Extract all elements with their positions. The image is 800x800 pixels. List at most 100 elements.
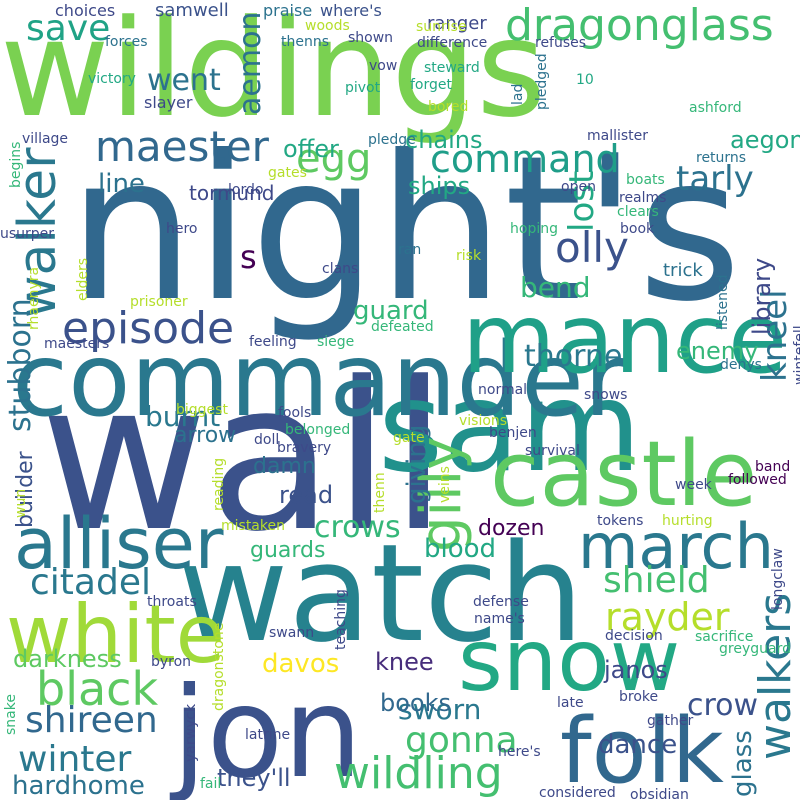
word-byron: byron: [151, 654, 191, 670]
word-village: village: [22, 131, 68, 147]
word-risk: risk: [456, 248, 482, 264]
word-broke: broke: [619, 689, 658, 705]
word-save: save: [26, 8, 110, 49]
word-black: black: [36, 662, 158, 716]
word-march: march: [578, 510, 774, 583]
word-dragonglass: dragonglass: [505, 0, 774, 51]
word-shield: shield: [603, 560, 710, 601]
word-chains: chains: [405, 126, 483, 154]
word-thenn: thenn: [372, 472, 388, 513]
word-burnt: burnt: [145, 400, 220, 433]
word-arrow: arrow: [174, 423, 236, 448]
word-visions: visions: [459, 413, 507, 429]
word-snake: snake: [3, 694, 19, 735]
word-siege: siege: [317, 334, 354, 350]
word-dozen: dozen: [478, 516, 544, 541]
word-wildling: wildling: [334, 748, 503, 799]
word-library: library: [748, 258, 776, 335]
word-slayer: slayer: [144, 93, 193, 112]
word-bored: bored: [428, 99, 468, 115]
word-aemon: aemon: [233, 12, 268, 115]
word-decision: decision: [605, 628, 663, 644]
word-pledged: pledged: [534, 53, 550, 110]
word-giving: giving: [402, 425, 432, 504]
word-swann: swann: [269, 625, 314, 641]
word-tarly: tarly: [676, 159, 754, 199]
word-biggest: biggest: [176, 402, 228, 418]
word-band: band: [755, 459, 790, 475]
word-white: white: [6, 588, 225, 681]
word-throats: throats: [147, 594, 197, 610]
word-dance: dance: [598, 730, 677, 760]
word-davos: davos: [262, 649, 339, 679]
word-hardhome: hardhome: [12, 771, 145, 800]
word-dragonstone: dragonstone: [211, 623, 227, 711]
word-walker: walker: [8, 147, 68, 318]
word-longclaw: longclaw: [770, 548, 786, 610]
word-damn: damn: [253, 454, 316, 479]
word-steward: steward: [424, 60, 480, 76]
word-praise: praise: [263, 1, 312, 20]
word-feeling: feeling: [249, 334, 297, 350]
word-builder: builder: [13, 450, 38, 528]
word-offer: offer: [283, 135, 339, 163]
word-shown: shown: [348, 30, 393, 46]
word-elders: elders: [75, 258, 91, 301]
word-s: s: [240, 238, 257, 276]
word-gate: gate: [393, 430, 425, 446]
word-citadel: citadel: [30, 562, 151, 603]
word-kneel: kneel: [755, 289, 795, 382]
word-mallister: mallister: [587, 128, 648, 144]
word-veins: veins: [437, 466, 453, 503]
word-wall: wall: [40, 339, 447, 577]
word-ashford: ashford: [689, 100, 742, 116]
word-ships: ships: [408, 172, 470, 200]
word-glass: glass: [728, 730, 758, 797]
word-10: 10: [576, 72, 594, 88]
word-trick: trick: [663, 260, 703, 281]
word-teaching: teaching: [333, 589, 349, 650]
word-pledge: pledge: [368, 132, 416, 148]
word-thorne: thorne: [524, 339, 622, 374]
word-lost: lost: [562, 171, 602, 232]
word-hoping: hoping: [510, 221, 558, 237]
word-here-s: here's: [498, 744, 541, 760]
word-went: went: [147, 63, 221, 98]
word-latrine: latrine: [245, 727, 290, 743]
word-lordo: lordo: [228, 182, 263, 198]
word-woods: woods: [305, 18, 350, 34]
word-ranger: ranger: [427, 13, 487, 34]
word-janos: janos: [603, 656, 668, 684]
word-choices: choices: [55, 1, 115, 20]
word-wintefell: wintefell: [792, 325, 800, 385]
word-ran: ran: [398, 242, 421, 258]
word-read: read: [279, 481, 333, 509]
word-wildings: wildings: [0, 0, 546, 147]
word-snows: snows: [584, 387, 627, 403]
word-open: open: [561, 179, 596, 195]
word-maesters: maesters: [44, 336, 109, 352]
word-defeated: defeated: [371, 319, 434, 335]
word-prisoner: prisoner: [130, 294, 188, 310]
word-sworn: sworn: [398, 693, 481, 726]
word-week: week: [675, 477, 713, 493]
word-obsidian: obsidian: [630, 787, 689, 800]
word-victory: victory: [88, 71, 136, 87]
word-returns: returns: [696, 150, 746, 166]
word-considered: considered: [539, 785, 616, 800]
word-lad: lad: [510, 84, 526, 105]
word-difference: difference: [417, 35, 487, 51]
word-survival: survival: [525, 443, 580, 459]
word-followed: followed: [728, 472, 787, 488]
word-crows: crows: [314, 510, 401, 545]
word-maester: maester: [95, 122, 270, 171]
word-tormund: tormund: [189, 181, 274, 205]
word-guard: guard: [353, 296, 429, 326]
word-greyguard: greyguard: [719, 641, 791, 657]
word-walkers: walkers: [750, 593, 800, 760]
word-where-s: where's: [320, 1, 382, 20]
word-blood: blood: [424, 534, 496, 564]
word-bend: bend: [520, 271, 591, 304]
